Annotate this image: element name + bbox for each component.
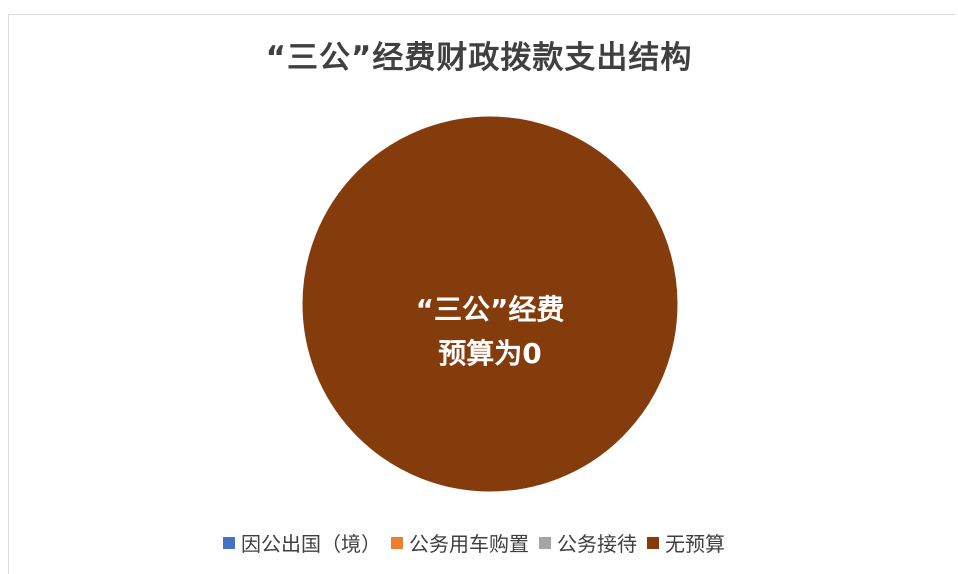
legend-label-no-budget: 无预算 [665,532,725,556]
legend-item-vehicle-purchase: 公务用车购置 [391,528,529,557]
legend-label-official-reception: 公务接待 [557,532,637,556]
pie-slice-4 [301,115,679,493]
legend-item-official-reception: 公务接待 [539,528,637,557]
chart-title: “三公”经费财政拨款支出结构 [265,40,693,76]
legend-swatch-no-budget [647,536,659,549]
pie-annotation: “三公”经费 预算为0 [340,288,640,376]
legend-item-outbound-travel: 因公出国（境） [223,528,381,557]
annotation-line-1: “三公”经费 [415,293,565,326]
pie-slices [301,115,679,493]
legend-swatch-outbound-travel [223,536,235,549]
legend-swatch-vehicle-purchase [391,536,403,549]
legend-label-vehicle-purchase: 公务用车购置 [409,532,529,556]
legend: 因公出国（境） 公务用车购置 公务接待 无预算 [0,528,958,557]
legend-swatch-official-reception [539,536,551,549]
legend-item-no-budget: 无预算 [647,528,725,557]
annotation-line-2: 预算为0 [438,337,542,370]
legend-label-outbound-travel: 因公出国（境） [241,532,381,556]
